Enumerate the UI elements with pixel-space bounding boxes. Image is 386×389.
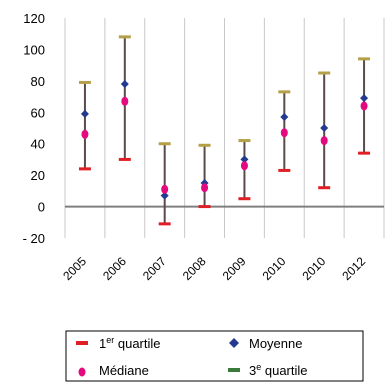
legend-median-swatch <box>78 367 86 377</box>
mean-point <box>160 191 169 200</box>
x-tick-label: 2005 <box>60 254 89 283</box>
legend-label: 3e quartile <box>249 362 308 378</box>
mean-point <box>280 113 289 121</box>
q1-mark <box>358 151 371 155</box>
q3-mark <box>118 35 131 39</box>
mean-point <box>80 109 89 118</box>
legend-box <box>65 330 364 382</box>
q1-mark <box>238 197 251 201</box>
legend: 1er quartile Moyenne Médiane 3e quartile <box>65 330 364 382</box>
mean-point <box>320 124 329 132</box>
q3-mark <box>78 80 91 84</box>
q3-mark <box>198 143 211 147</box>
y-tick-label: 100 <box>23 42 45 57</box>
mean-point <box>240 155 249 164</box>
x-tick-label: 2007 <box>140 254 169 283</box>
median-point <box>280 128 288 138</box>
grid-lines <box>64 18 385 238</box>
median-point <box>360 101 368 111</box>
q3-mark <box>238 139 251 143</box>
median-point <box>121 96 129 106</box>
median-point <box>320 136 328 146</box>
q3-mark <box>358 57 371 61</box>
median-point <box>161 184 169 194</box>
q3-mark <box>278 90 291 94</box>
legend-label: Moyenne <box>249 336 302 351</box>
q1-mark <box>198 205 211 209</box>
chart-marks <box>78 35 371 226</box>
q3-mark <box>158 142 171 146</box>
mean-point <box>360 94 369 103</box>
q1-mark <box>318 186 331 190</box>
y-tick-label: - 20 <box>23 231 45 246</box>
legend-q3-swatch <box>228 368 240 372</box>
y-tick-label: 40 <box>31 137 45 152</box>
median-point <box>240 161 248 171</box>
x-tick-label: 2010 <box>300 254 329 283</box>
x-tick-label: 2008 <box>180 254 209 283</box>
x-axis-ticks: 2005 2006 2007 2008 2009 2010 2010 2012 <box>60 254 368 283</box>
legend-mean-swatch <box>229 338 239 348</box>
q1-mark <box>158 222 171 226</box>
x-tick-label: 2012 <box>339 254 368 283</box>
legend-label: Médiane <box>99 363 149 378</box>
mean-point <box>120 80 129 88</box>
y-tick-label: 20 <box>31 168 45 183</box>
y-tick-label: 120 <box>23 11 45 26</box>
median-point <box>81 129 89 139</box>
q1-mark <box>78 167 91 171</box>
legend-label: 1er quartile <box>99 335 161 351</box>
q1-mark <box>278 168 291 172</box>
q3-mark <box>318 71 331 75</box>
legend-q1-swatch <box>76 341 88 345</box>
median-point <box>201 183 209 193</box>
y-tick-label: 60 <box>31 105 45 120</box>
x-tick-label: 2010 <box>260 254 289 283</box>
x-tick-label: 2006 <box>100 254 129 283</box>
q1-mark <box>118 157 131 161</box>
y-tick-label: 80 <box>31 74 45 89</box>
y-axis-ticks: - 20 0 20 40 60 80 100 120 <box>23 11 45 246</box>
x-tick-label: 2009 <box>220 254 249 283</box>
y-tick-label: 0 <box>38 200 45 215</box>
